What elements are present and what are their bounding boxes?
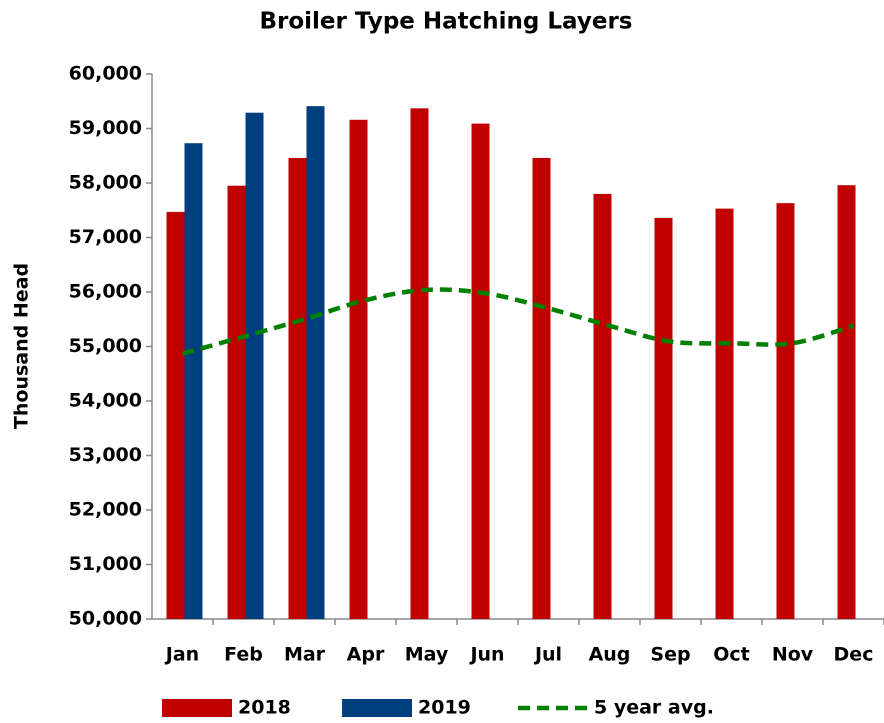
y-tick-label: 51,000 bbox=[69, 553, 142, 575]
bar bbox=[593, 193, 612, 619]
legend-swatch bbox=[342, 699, 412, 717]
bar bbox=[410, 108, 429, 620]
y-tick-label: 57,000 bbox=[69, 226, 142, 248]
x-tick-label: Sep bbox=[650, 644, 690, 666]
y-tick-label: 54,000 bbox=[69, 390, 142, 412]
x-tick-label: Jan bbox=[164, 644, 199, 666]
x-tick-label: Dec bbox=[834, 644, 874, 666]
bar bbox=[184, 143, 203, 619]
x-tick-label: Nov bbox=[772, 644, 814, 666]
legend-swatch bbox=[162, 699, 232, 717]
bar bbox=[837, 185, 856, 619]
chart-title: Broiler Type Hatching Layers bbox=[259, 9, 632, 35]
x-tick-label: Jul bbox=[533, 644, 562, 666]
bar bbox=[245, 112, 264, 619]
legend-label: 2019 bbox=[418, 697, 471, 719]
legend-label: 5 year avg. bbox=[594, 697, 714, 719]
bar bbox=[227, 185, 246, 619]
y-tick-label: 50,000 bbox=[69, 608, 142, 630]
bar bbox=[288, 157, 307, 619]
y-axis-title: Thousand Head bbox=[11, 263, 33, 429]
bar bbox=[166, 211, 185, 619]
y-tick-label: 59,000 bbox=[69, 117, 142, 139]
y-tick-label: 60,000 bbox=[69, 63, 142, 85]
y-tick-label: 56,000 bbox=[69, 281, 142, 303]
line bbox=[181, 287, 855, 356]
x-tick-label: Oct bbox=[713, 644, 750, 666]
bar bbox=[715, 208, 734, 620]
legend-label: 2018 bbox=[238, 697, 291, 719]
x-tick-label: Aug bbox=[589, 644, 631, 666]
bar bbox=[471, 123, 490, 619]
y-tick-label: 53,000 bbox=[69, 444, 142, 466]
x-tick-label: Feb bbox=[224, 644, 263, 666]
bar bbox=[532, 157, 551, 619]
bar bbox=[306, 106, 325, 619]
bar bbox=[654, 217, 673, 619]
y-tick-label: 58,000 bbox=[69, 172, 142, 194]
bar bbox=[776, 203, 795, 620]
bar bbox=[349, 119, 368, 619]
y-tick-label: 52,000 bbox=[69, 499, 142, 521]
x-tick-label: Mar bbox=[284, 644, 326, 666]
x-tick-label: Jun bbox=[468, 644, 504, 666]
x-tick-label: Apr bbox=[347, 644, 385, 666]
y-tick-label: 55,000 bbox=[69, 335, 142, 357]
x-tick-label: May bbox=[405, 644, 449, 666]
